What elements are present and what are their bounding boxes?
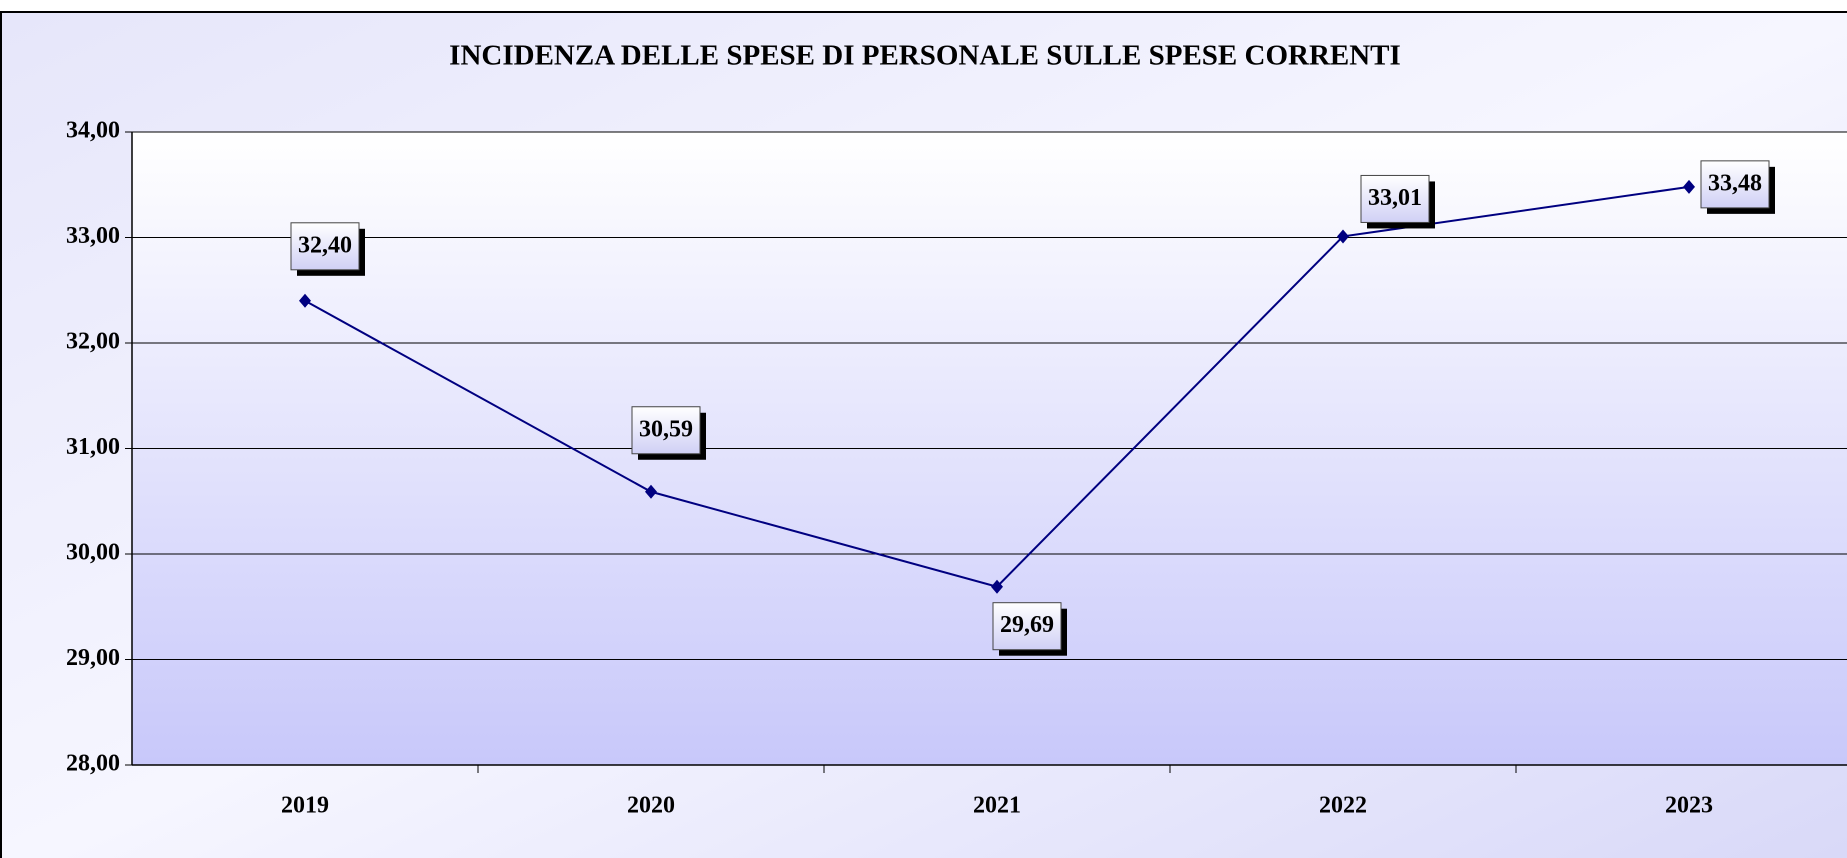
chart-title: INCIDENZA DELLE SPESE DI PERSONALE SULLE…	[449, 40, 1401, 72]
data-label: 32,40	[298, 232, 352, 258]
marker	[1683, 179, 1695, 194]
x-tick-label: 2023	[1665, 793, 1713, 819]
x-tick-label: 2022	[1319, 793, 1367, 819]
x-tick-label: 2021	[973, 793, 1021, 819]
y-tick-label: 32,00	[66, 329, 120, 355]
marker	[1337, 229, 1349, 244]
x-tick-label: 2020	[627, 793, 675, 819]
label-box	[1700, 160, 1770, 209]
marker	[645, 484, 657, 499]
label-box	[631, 406, 701, 455]
data-label: 29,69	[1000, 612, 1054, 638]
label-box	[1360, 174, 1430, 223]
y-tick-label: 34,00	[66, 118, 120, 144]
y-tick-label: 31,00	[66, 434, 120, 460]
marker	[991, 579, 1003, 594]
y-tick-label: 29,00	[66, 645, 120, 671]
y-tick-label: 33,00	[66, 223, 120, 249]
data-label: 33,48	[1708, 170, 1762, 196]
label-box	[290, 222, 360, 271]
y-tick-label: 28,00	[66, 751, 120, 777]
data-label: 33,01	[1368, 185, 1422, 211]
x-tick-label: 2019	[281, 793, 329, 819]
marker	[299, 293, 311, 308]
label-box	[992, 602, 1062, 651]
data-label: 30,59	[639, 416, 693, 442]
y-tick-label: 30,00	[66, 540, 120, 566]
